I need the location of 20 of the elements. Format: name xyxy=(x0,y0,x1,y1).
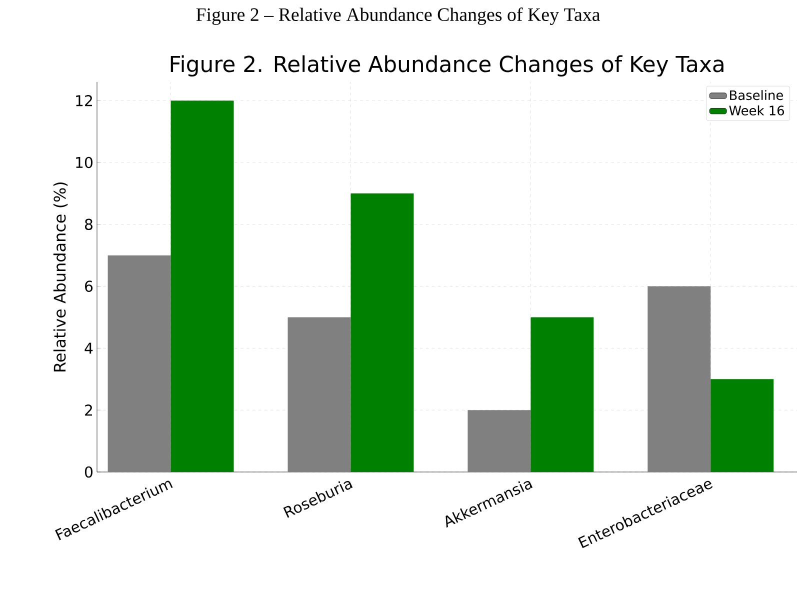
y-tick-label: 10 xyxy=(76,156,92,168)
bar xyxy=(170,100,234,472)
legend-label: Baseline xyxy=(730,90,783,100)
bar xyxy=(288,317,351,472)
bar xyxy=(648,286,711,472)
y-axis-title: Relative Abundance (%) xyxy=(53,182,68,372)
bar xyxy=(350,193,414,472)
y-tick-label: 12 xyxy=(76,95,92,106)
bar xyxy=(710,379,774,472)
y-tick-label: 0 xyxy=(84,466,92,478)
y-tick-label: 6 xyxy=(85,280,93,292)
y-tick-label: 2 xyxy=(85,404,92,416)
y-tick-label: 4 xyxy=(84,342,93,354)
caption: Figure 2 – Relative Abundance Changes of Key Taxa xyxy=(196,8,600,25)
bar xyxy=(108,255,171,472)
bar xyxy=(468,410,531,472)
chart-title: Figure 2. Relative Abundance Changes of Key Taxa xyxy=(170,55,724,76)
legend-label: Week 16 xyxy=(729,105,784,116)
bar xyxy=(530,317,594,472)
y-tick-label: 8 xyxy=(84,218,92,230)
